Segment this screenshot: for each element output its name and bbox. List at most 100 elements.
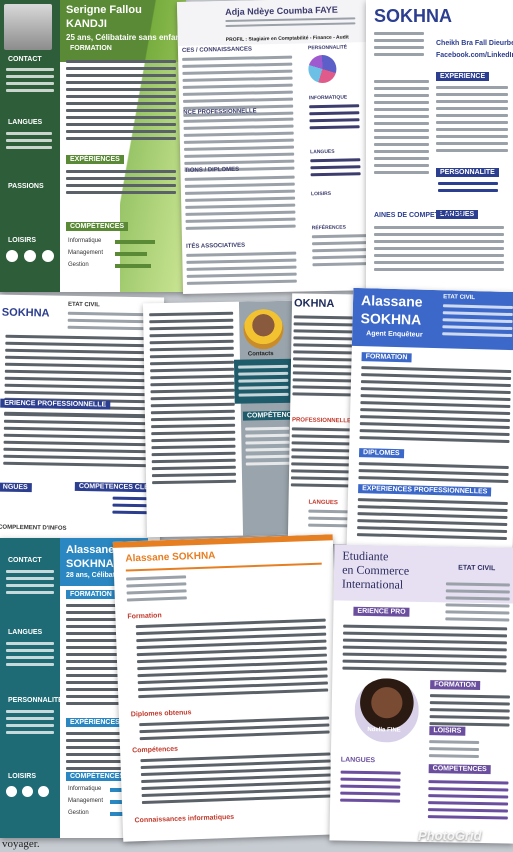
- cv2-personality-pie: [308, 54, 337, 84]
- cv1-langues-heading: LANGUES: [8, 119, 43, 126]
- cv1-competences-heading: COMPÉTENCES: [66, 222, 129, 231]
- cv7-formation-heading: FORMATION: [361, 352, 412, 363]
- cv1-skill-bar-2: [115, 252, 147, 256]
- cv7-name-last: SOKHNA: [360, 310, 422, 328]
- cv2-informatique-heading: INFORMATIQUE: [308, 94, 348, 102]
- music-icon: [24, 250, 36, 262]
- cv8-formation-lines: [66, 604, 144, 709]
- cv1-subtitle: 25 ans, Célibataire sans enfants: [66, 33, 186, 42]
- cv10-experience-heading: ERIENCE PRO: [353, 606, 410, 617]
- travel-icon: [42, 250, 54, 262]
- cv7-etat-civil-heading: ETAT CIVIL: [443, 294, 476, 302]
- cv9-connaissances-heading: Connaissances informatiques: [134, 813, 235, 825]
- cv8-bottom-text: voyager.: [2, 838, 40, 850]
- cv3-personnalite-heading: PERSONNALITE: [436, 168, 499, 177]
- cv9-name: Alassane SOKHNA: [125, 550, 216, 565]
- cv3-left-lines: [374, 80, 429, 178]
- cv1-photo: [4, 4, 52, 50]
- cv8-skill-management: Management: [68, 798, 104, 804]
- cv10-photo: [351, 674, 423, 746]
- cv1-contact-lines: [6, 68, 54, 96]
- cv1-loisirs-heading: LOISIRS: [8, 237, 37, 244]
- cv10-etat-civil-lines: [445, 582, 510, 625]
- cv1-accent: [120, 0, 186, 292]
- cv8-personnalite-heading: PERSONNALITÉ: [8, 697, 63, 704]
- cv2-personnalite-heading: PERSONNALITÉ: [307, 44, 348, 52]
- cv1-experiences-heading: EXPÉRIENCES: [66, 155, 124, 164]
- cv9-diplomes-lines: [139, 716, 330, 744]
- cv2-loisirs-heading: LOISIRS: [310, 190, 332, 198]
- cv8-contact-lines: [6, 570, 54, 598]
- cv7-formation-lines: [359, 366, 512, 447]
- football-icon: [6, 250, 18, 262]
- cv3-competence-lines: [374, 226, 504, 275]
- cv1-skill-informatique: Informatique: [68, 238, 102, 244]
- cv3-competences-heading: AINES DE COMPETENCES: [374, 212, 464, 219]
- football-icon: [6, 786, 17, 797]
- cv4-etat-civil-heading: ETAT CIVIL: [67, 301, 100, 309]
- cv7-name-first: Alassane: [360, 292, 423, 310]
- cv3-langues-heading: LANGUES: [436, 210, 479, 219]
- cv2-connaissances-heading: CES / CONNAISSANCES: [181, 46, 253, 54]
- cv7-diplomes-lines: [358, 462, 509, 487]
- cv9-competence-lines: [140, 752, 332, 808]
- cv8-langues-lines: [6, 642, 54, 670]
- cv8-skill-gestion: Gestion: [68, 810, 89, 816]
- cv-card-etudiante: Etudiante en Commerce International ETAT…: [329, 544, 513, 844]
- cv4-experience-heading: ERIENCE PROFESSIONNELLE: [0, 398, 111, 410]
- cv3-link-address: Cheikh Bra Fall Dieurbel: [436, 40, 513, 47]
- cv2-associatives-heading: ITÉS ASSOCIATIVES: [186, 242, 246, 250]
- cv3-experience-heading: EXPERIENCE: [436, 72, 490, 81]
- cv10-photo-label: Ndella FINE: [367, 727, 401, 734]
- cv1-skill-gestion: Gestion: [68, 262, 89, 268]
- cv-card-alassane-agent: Alassane SOKHNA Agent Enquêteur ETAT CIV…: [346, 287, 513, 551]
- cv1-skill-bar-1: [115, 240, 155, 244]
- cv3-contact-lines: [374, 32, 424, 60]
- cv-card-sokhna-right: SOKHNA Cheikh Bra Fall Dieurbel Facebook…: [366, 0, 513, 292]
- cv10-experience-lines: [342, 624, 508, 677]
- cv7-etat-civil-lines: [442, 304, 513, 341]
- cv-card-photo-profile: Contacts COMPÉTENCES: [142, 300, 298, 538]
- cv4-experience-lines: [3, 412, 155, 472]
- cv10-langues-bars: [340, 770, 401, 807]
- cv1-langues-bars: [6, 132, 52, 153]
- cv1-formation-heading: FORMATION: [66, 44, 116, 53]
- cv1-formation-lines: [66, 60, 176, 144]
- cv8-skill-informatique: Informatique: [68, 786, 102, 792]
- cv4-complement-heading: COMPLEMENT D'INFOS: [0, 524, 67, 532]
- cv4-name: SOKHNA: [1, 306, 50, 320]
- cv-card-adja-faye: Adja Ndèye Coumba FAYE PROFIL : Stagiair…: [176, 0, 376, 294]
- cv2-langues-heading: LANGUES: [310, 148, 335, 156]
- cv8-name-last: SOKHNA: [66, 558, 114, 570]
- cv1-skill-bar-3: [115, 264, 151, 268]
- cv8-age: 28 ans, Célibat: [66, 572, 116, 579]
- cv10-competence-bars: [427, 780, 509, 823]
- cv-card-alassane-orange: Alassane SOKHNA Formation Diplomes obten…: [112, 534, 344, 842]
- cv8-langues-heading: LANGUES: [8, 629, 43, 636]
- cv4-langues-heading: NGUES: [0, 482, 32, 493]
- cv2-info-bars: [309, 104, 360, 133]
- cv9-diplomes-heading: Diplomes obtenus: [130, 709, 192, 719]
- cv9-divider: [125, 562, 322, 572]
- cv10-title-line3: International: [341, 576, 404, 592]
- cv2-diplomes-heading: TIONS / DIPLOMES: [184, 166, 240, 174]
- cv2-associatives-lines: [186, 251, 297, 289]
- cv10-loisirs-heading: LOISIRS: [429, 726, 466, 736]
- cv10-formation-lines: [429, 694, 510, 730]
- cv8-experience-lines: [66, 732, 144, 774]
- cv8-personnalite-lines: [6, 710, 54, 738]
- cv5-skill-bars: [245, 426, 290, 470]
- cv2-reference-lines: [311, 234, 368, 270]
- cv1-passions-heading: PASSIONS: [8, 183, 44, 190]
- cv8-formation-heading: FORMATION: [66, 590, 116, 599]
- cv1-name-last: KANDJI: [66, 18, 107, 30]
- cv1-contact-heading: CONTACT: [8, 56, 42, 63]
- cv9-competences-heading: Compétences: [132, 745, 179, 755]
- cv2-references-heading: RÉFÉRENCES: [311, 224, 346, 232]
- cv9-formation-heading: Formation: [127, 612, 162, 621]
- cv10-competences-heading: COMPETENCES: [428, 764, 491, 775]
- cv5-competences-heading: COMPÉTENCES: [242, 410, 298, 421]
- cv8-experiences-heading: EXPÉRIENCES: [66, 718, 124, 727]
- cv8-loisirs-heading: LOISIRS: [8, 773, 37, 780]
- cv3-personnalite-bars: [438, 182, 498, 196]
